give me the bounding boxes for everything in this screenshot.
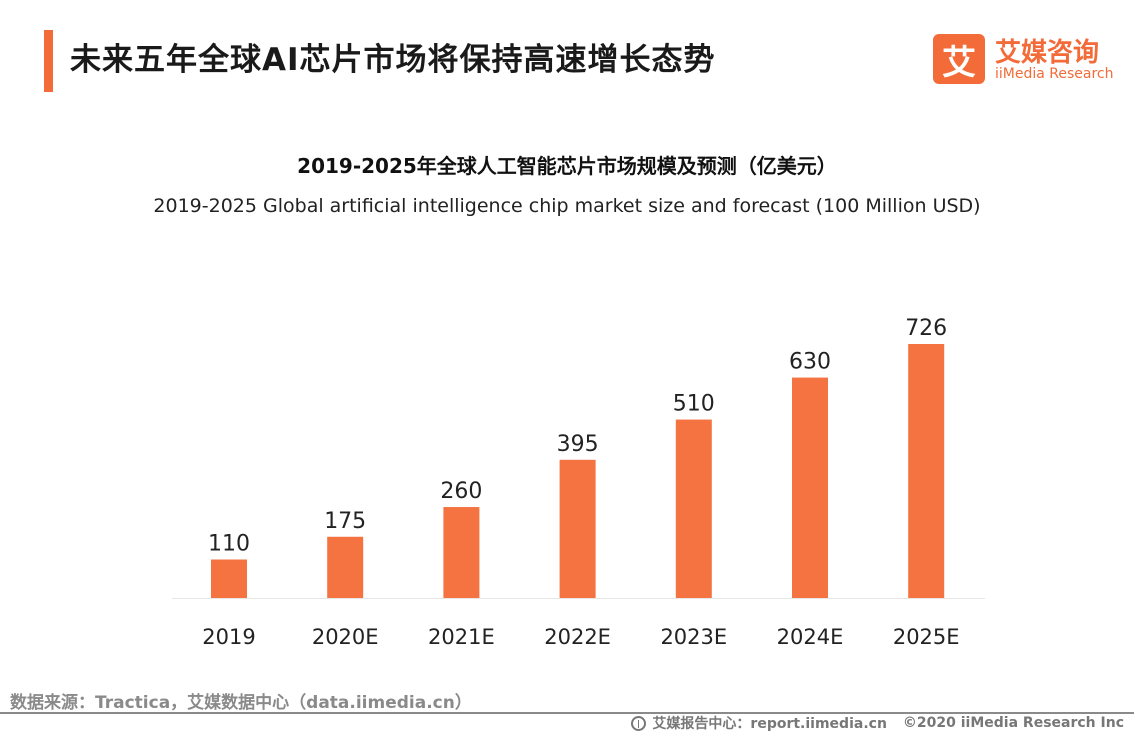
chart-title: 2019-2025年全球人工智能芯片市场规模及预测（亿美元） [297,154,837,178]
data-label-2023E: 510 [673,392,715,417]
logo-mark-icon: 艾 [933,34,985,84]
page-title: 未来五年全球AI芯片市场将保持高速增长态势 [70,42,716,78]
bar-2019 [211,559,247,598]
logo-name-en: iiMedia Research [995,66,1114,82]
data-label-2020E: 175 [324,509,366,534]
data-label-2021E: 260 [440,479,482,504]
copyright: ©2020 iiMedia Research Inc [902,715,1124,731]
data-label-2025E: 726 [905,316,947,341]
x-tick-label-2020E: 2020E [312,625,379,649]
x-tick-label-2019: 2019 [202,625,255,649]
bar-2023E [675,419,712,598]
x-tick-label-2022E: 2022E [544,625,611,649]
report-center-link[interactable]: 艾媒报告中心：report.iimedia.cn [652,716,887,732]
title-accent-bar [44,30,53,92]
footer-divider [0,712,1134,714]
bar-2020E [327,536,364,598]
report-center-icon [631,715,647,731]
logo-name-cn: 艾媒咨询 [995,38,1100,68]
x-tick-label-2023E: 2023E [660,625,727,649]
x-tick-label-2024E: 2024E [777,625,844,649]
iimedia-logo: 艾 艾媒咨询 iiMedia Research [933,34,1123,86]
data-source-note: 数据来源：Tractica，艾媒数据中心（data.iimedia.cn） [10,693,472,713]
data-label-2022E: 395 [557,432,599,457]
data-label-2024E: 630 [789,350,831,375]
bar-2024E [792,377,828,598]
x-tick-label-2025E: 2025E [893,625,960,649]
chart-subtitle: 2019-2025 Global artificial intelligence… [153,195,981,217]
footer-credits: 艾媒报告中心：report.iimedia.cn ©2020 iiMedia R… [631,713,1124,733]
bar-2025E [908,344,945,598]
bar-2022E [559,459,596,598]
data-label-2019: 110 [208,532,250,557]
bar-2021E [443,507,480,598]
x-tick-label-2021E: 2021E [428,625,495,649]
